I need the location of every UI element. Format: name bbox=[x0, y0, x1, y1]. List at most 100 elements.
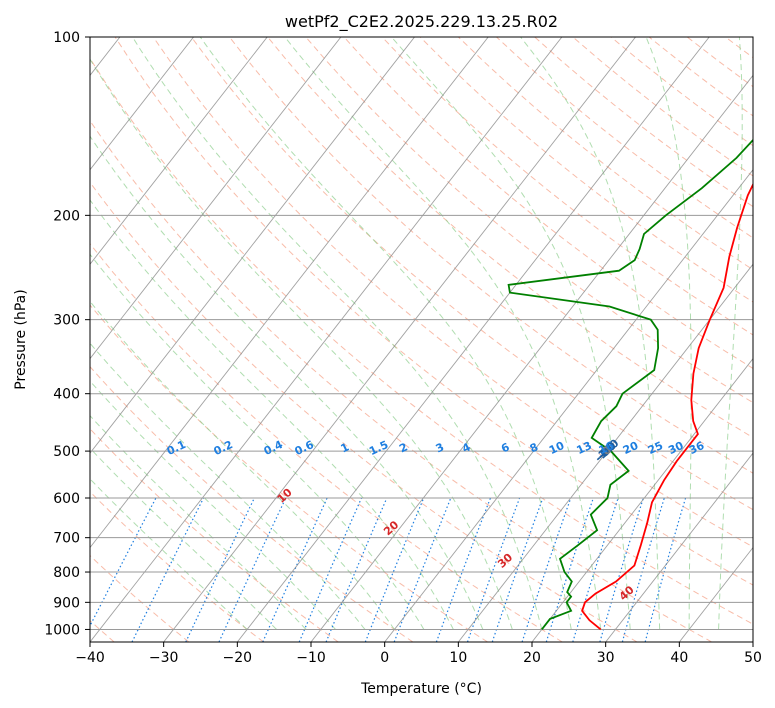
mixing-ratio-line bbox=[521, 497, 572, 642]
mixing-ratio-label: 0.1 bbox=[165, 438, 188, 458]
moist-adiabat bbox=[718, 37, 743, 630]
x-tick-label: 30 bbox=[597, 650, 615, 666]
mixing-ratio-label: 16 bbox=[597, 439, 617, 457]
moist-adiabat bbox=[284, 37, 602, 630]
isotherm-line bbox=[90, 37, 563, 642]
mixing-ratio-label: 1 bbox=[339, 441, 351, 456]
mixing-ratio-label: 10 bbox=[547, 439, 567, 457]
moist-adiabat bbox=[90, 58, 513, 630]
isotherm-line bbox=[163, 37, 636, 642]
moist-adiabat bbox=[90, 300, 395, 630]
mixing-ratio-line bbox=[644, 497, 687, 642]
dry-adiabat bbox=[90, 428, 339, 642]
dry-adiabat bbox=[90, 491, 264, 642]
mixing-ratio-line bbox=[572, 497, 619, 642]
moist-adiabat bbox=[90, 253, 425, 630]
y-tick-label: 500 bbox=[53, 444, 80, 460]
dry-adiabat bbox=[190, 37, 753, 511]
dewpoint-profile-line bbox=[507, 138, 753, 630]
isotherm-line bbox=[457, 263, 753, 642]
mixing-ratio-label: 0.4 bbox=[262, 438, 285, 458]
isotherm-line bbox=[752, 641, 753, 642]
x-tick-label: −30 bbox=[149, 650, 179, 666]
dry-adiabat bbox=[419, 37, 753, 303]
mixing-ratio-line bbox=[491, 497, 544, 642]
dry-adiabat-label: 20 bbox=[381, 518, 401, 538]
mixing-ratio-label: 25 bbox=[646, 439, 665, 457]
dry-adiabat bbox=[686, 37, 753, 88]
plot-area bbox=[90, 37, 753, 642]
moist-adiabat bbox=[90, 342, 366, 630]
mixing-ratio-label: 36 bbox=[687, 439, 707, 457]
dry-adiabat bbox=[305, 37, 753, 404]
dry-adiabat bbox=[381, 37, 753, 336]
moist-adiabat bbox=[90, 447, 277, 630]
mixing-ratio-label: 0.2 bbox=[212, 438, 235, 458]
x-tick-label: 10 bbox=[449, 650, 467, 666]
x-tick-label: −10 bbox=[296, 650, 326, 666]
mixing-ratio-line bbox=[466, 497, 521, 642]
mixing-ratio-label: 3 bbox=[434, 441, 446, 456]
dry-adiabat bbox=[267, 37, 753, 439]
x-tick-label: 40 bbox=[670, 650, 688, 666]
x-tick-label: 50 bbox=[744, 650, 762, 666]
y-tick-label: 900 bbox=[53, 595, 80, 611]
dry-adiabat-label: 10 bbox=[275, 486, 295, 506]
temperature-profile-line bbox=[581, 182, 753, 631]
dry-adiabat bbox=[229, 37, 753, 474]
mixing-ratio-label: 20 bbox=[621, 439, 641, 457]
chart-title: wetPf2_C2E2.2025.229.13.25.R02 bbox=[285, 12, 558, 32]
isotherm-line bbox=[90, 37, 489, 549]
moist-adiabat bbox=[90, 135, 484, 630]
plot-frame bbox=[89, 36, 754, 643]
dry-adiabat-label: 30 bbox=[495, 551, 515, 571]
mixing-ratio-label: 13 bbox=[575, 439, 594, 457]
axes: −40 −30 −20 −10 0 10 20 30 40 5010020030040050060… bbox=[44, 30, 762, 666]
dry-adiabat-label: 40 bbox=[617, 583, 637, 603]
mixing-ratio-line bbox=[185, 497, 255, 642]
y-tick-label: 800 bbox=[53, 565, 80, 581]
isotherm-line bbox=[236, 37, 710, 642]
mixing-ratio-label: 0.6 bbox=[293, 438, 316, 458]
isotherm-line bbox=[90, 37, 194, 171]
mixing-ratio-line bbox=[218, 497, 287, 642]
moist-adiabat bbox=[645, 37, 692, 630]
moist-adiabat bbox=[90, 414, 307, 630]
y-axis-title: Pressure (hPa) bbox=[13, 289, 29, 389]
isotherm-line bbox=[384, 169, 753, 642]
y-tick-label: 1000 bbox=[44, 622, 80, 638]
mixing-ratio-line bbox=[364, 497, 425, 642]
dry-adiabat bbox=[90, 181, 638, 642]
moist-adiabat bbox=[90, 199, 454, 630]
mixing-ratio-line bbox=[131, 497, 205, 642]
x-tick-label: 20 bbox=[523, 650, 541, 666]
dry-adiabat bbox=[90, 304, 488, 642]
moist-adiabat bbox=[199, 37, 572, 630]
dry-adiabat bbox=[90, 57, 753, 625]
moist-adiabat bbox=[520, 37, 661, 630]
isotherm-line bbox=[310, 74, 753, 642]
dry-adiabat bbox=[90, 119, 712, 642]
dry-adiabat bbox=[152, 37, 753, 548]
moist-adiabat bbox=[132, 37, 543, 630]
y-tick-label: 700 bbox=[53, 531, 80, 547]
y-tick-label: 600 bbox=[53, 491, 80, 507]
isotherm-line bbox=[605, 452, 753, 642]
x-tick-label: −20 bbox=[223, 650, 253, 666]
dry-adiabat bbox=[90, 554, 190, 642]
dry-adiabat bbox=[114, 37, 753, 586]
mixing-ratio-line bbox=[325, 497, 388, 642]
mixing-ratio-label: 1.5 bbox=[367, 438, 390, 458]
isotherm-line bbox=[90, 37, 342, 360]
dry-adiabat bbox=[343, 37, 753, 370]
moist-adiabat bbox=[391, 37, 631, 630]
mixing-ratio-line bbox=[90, 497, 157, 628]
isotherm-line bbox=[531, 357, 753, 642]
y-tick-label: 300 bbox=[53, 313, 80, 329]
isotherm-line bbox=[90, 37, 268, 265]
mixing-ratio-label: 2 bbox=[397, 441, 409, 456]
mixing-ratio-line bbox=[298, 497, 363, 642]
mixing-ratio-line bbox=[435, 497, 492, 642]
mixing-ratio-line bbox=[545, 497, 594, 642]
